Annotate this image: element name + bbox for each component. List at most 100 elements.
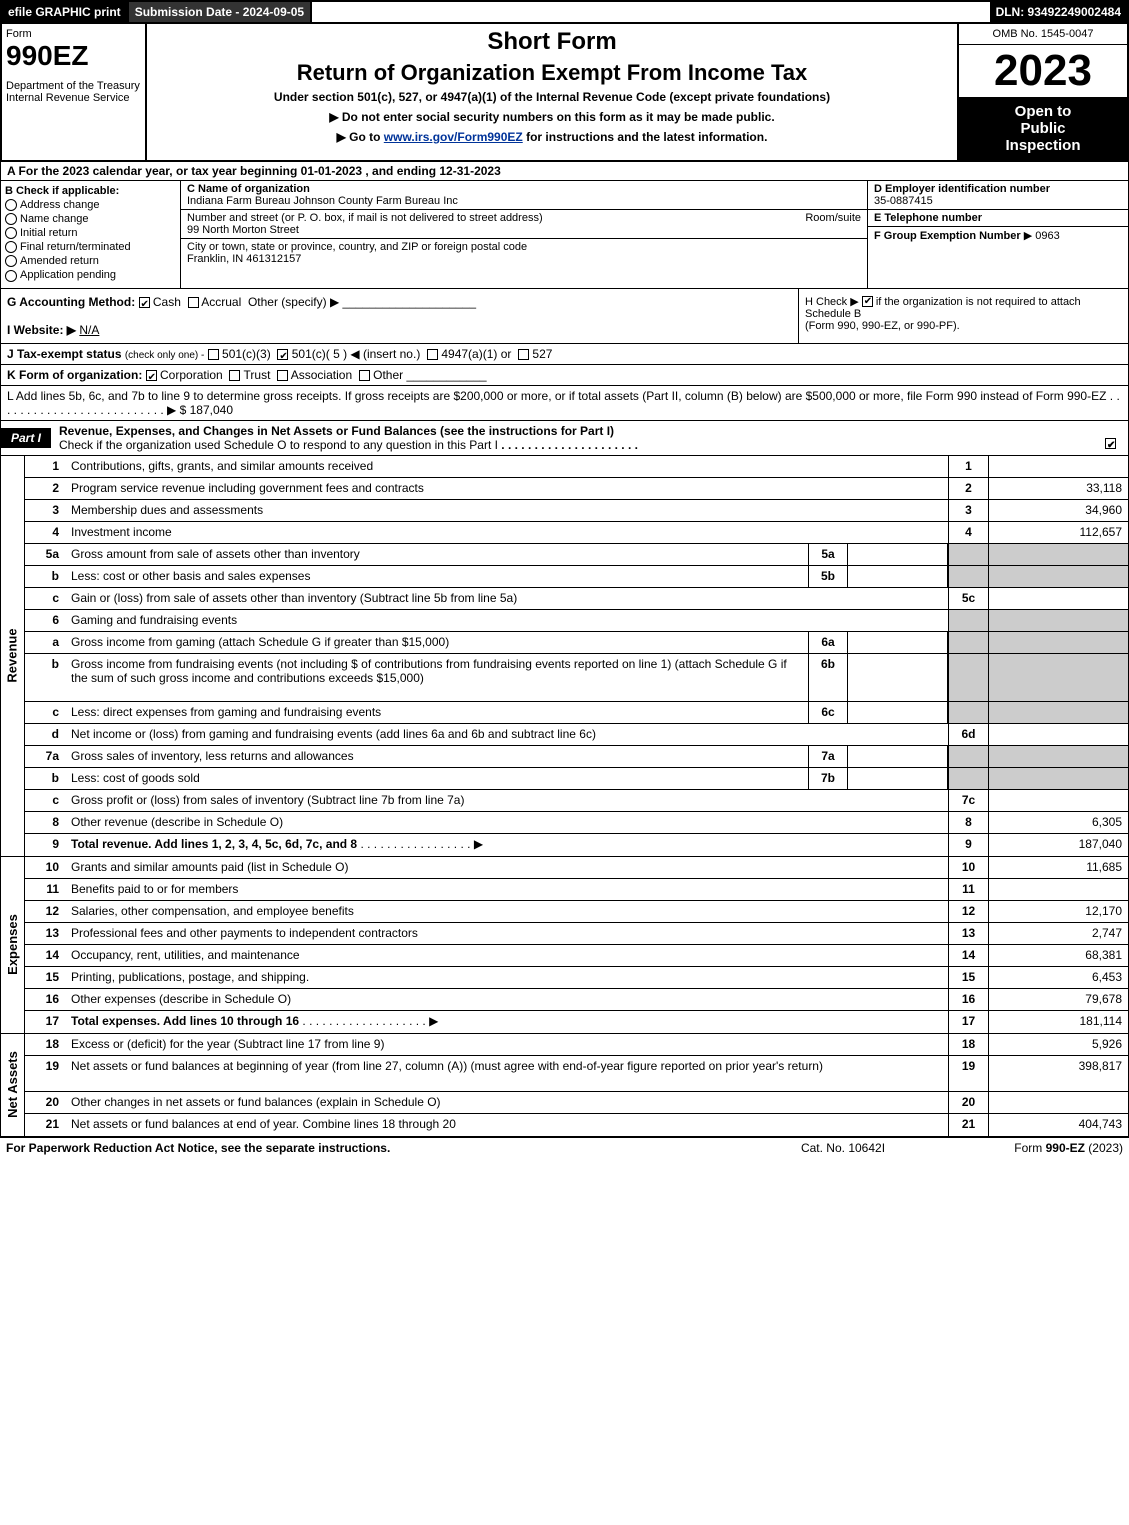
inspect-l1: Open to xyxy=(963,103,1123,120)
ln8-code: 8 xyxy=(948,812,988,833)
ln20-txt: Other changes in net assets or fund bala… xyxy=(65,1092,948,1113)
ln16-txt: Other expenses (describe in Schedule O) xyxy=(65,989,948,1010)
ln4-val: 112,657 xyxy=(988,522,1128,543)
ln7a-val xyxy=(988,746,1128,767)
ln19-code: 19 xyxy=(948,1056,988,1091)
open-inspection: Open to Public Inspection xyxy=(959,97,1127,160)
chk-amended-return[interactable]: Amended return xyxy=(5,255,176,267)
ln6a-code xyxy=(948,632,988,653)
ln1-txt: Contributions, gifts, grants, and simila… xyxy=(65,456,948,477)
ln7b-subval xyxy=(848,768,948,789)
chk-schedule-b[interactable] xyxy=(862,296,873,307)
ln10-code: 10 xyxy=(948,857,988,878)
ln8-val: 6,305 xyxy=(988,812,1128,833)
ln14-code: 14 xyxy=(948,945,988,966)
chk-accrual[interactable] xyxy=(188,297,199,308)
ln6a-sub: 6a xyxy=(808,632,848,653)
group-exemption-value: 0963 xyxy=(1035,230,1059,242)
chk-name-change[interactable]: Name change xyxy=(5,213,176,225)
dept-treasury: Department of the Treasury xyxy=(6,80,141,92)
ln18-num: 18 xyxy=(25,1034,65,1055)
chk-application-pending[interactable]: Application pending xyxy=(5,269,176,281)
ln5a-val xyxy=(988,544,1128,565)
ln17-code: 17 xyxy=(948,1011,988,1033)
ln7a-code xyxy=(948,746,988,767)
cash-label: Cash xyxy=(153,295,181,309)
submission-date: Submission Date - 2024-09-05 xyxy=(129,2,312,22)
ln7a-txt: Gross sales of inventory, less returns a… xyxy=(65,746,808,767)
ln20-val xyxy=(988,1092,1128,1113)
part-i-header: Part I Revenue, Expenses, and Changes in… xyxy=(0,421,1129,456)
chk-address-change[interactable]: Address change xyxy=(5,199,176,211)
chk-initial-return-label: Initial return xyxy=(20,227,77,239)
expenses-lines: 10Grants and similar amounts paid (list … xyxy=(25,857,1128,1033)
form-header: Form 990EZ Department of the Treasury In… xyxy=(0,24,1129,162)
ln6d-code: 6d xyxy=(948,724,988,745)
efile-print[interactable]: efile GRAPHIC print xyxy=(2,2,129,22)
ln7b-sub: 7b xyxy=(808,768,848,789)
ln5b-subval xyxy=(848,566,948,587)
part-i-label: Part I xyxy=(1,428,51,448)
j-label: J Tax-exempt status xyxy=(7,347,122,361)
expenses-section: Expenses 10Grants and similar amounts pa… xyxy=(0,857,1129,1034)
chk-amended-return-label: Amended return xyxy=(20,255,99,267)
ln5a-code xyxy=(948,544,988,565)
chk-cash[interactable] xyxy=(139,297,150,308)
ln6b-val xyxy=(988,654,1128,701)
irs-link[interactable]: www.irs.gov/Form990EZ xyxy=(384,130,523,144)
ln11-val xyxy=(988,879,1128,900)
ln4-num: 4 xyxy=(25,522,65,543)
form-number: 990EZ xyxy=(6,40,141,72)
j-o4: 527 xyxy=(532,347,552,361)
ln2-code: 2 xyxy=(948,478,988,499)
ln12-num: 12 xyxy=(25,901,65,922)
f-label: F Group Exemption Number xyxy=(874,230,1021,242)
chk-final-return[interactable]: Final return/terminated xyxy=(5,241,176,253)
chk-name-change-label: Name change xyxy=(20,213,89,225)
inspect-l2: Public xyxy=(963,120,1123,137)
chk-schedule-o[interactable] xyxy=(1105,438,1116,449)
chk-527[interactable] xyxy=(518,349,529,360)
ln6c-code xyxy=(948,702,988,723)
ln3-txt: Membership dues and assessments xyxy=(65,500,948,521)
chk-501c[interactable] xyxy=(277,349,288,360)
chk-501c3[interactable] xyxy=(208,349,219,360)
chk-trust[interactable] xyxy=(229,370,240,381)
ln19-num: 19 xyxy=(25,1056,65,1091)
ln15-txt: Printing, publications, postage, and shi… xyxy=(65,967,948,988)
ln17-val: 181,114 xyxy=(988,1011,1128,1033)
ln3-num: 3 xyxy=(25,500,65,521)
netassets-side-label: Net Assets xyxy=(1,1034,25,1136)
ln5a-subval xyxy=(848,544,948,565)
chk-address-change-label: Address change xyxy=(20,199,100,211)
expenses-side-label: Expenses xyxy=(1,857,25,1033)
g-label: G Accounting Method: xyxy=(7,295,135,309)
ln17-num: 17 xyxy=(25,1011,65,1033)
ln6-txt: Gaming and fundraising events xyxy=(65,610,948,631)
ln3-val: 34,960 xyxy=(988,500,1128,521)
ln7b-txt: Less: cost of goods sold xyxy=(65,768,808,789)
ln6a-val xyxy=(988,632,1128,653)
j-o3: 4947(a)(1) or xyxy=(441,347,511,361)
col-def: D Employer identification number 35-0887… xyxy=(868,181,1128,288)
ln6c-num: c xyxy=(25,702,65,723)
ln7b-val xyxy=(988,768,1128,789)
chk-4947[interactable] xyxy=(427,349,438,360)
ln7a-subval xyxy=(848,746,948,767)
ln7a-num: 7a xyxy=(25,746,65,767)
footer-left: For Paperwork Reduction Act Notice, see … xyxy=(6,1141,743,1155)
ln7c-code: 7c xyxy=(948,790,988,811)
revenue-lines: 1Contributions, gifts, grants, and simil… xyxy=(25,456,1128,856)
chk-corp[interactable] xyxy=(146,370,157,381)
header-left: Form 990EZ Department of the Treasury In… xyxy=(2,24,147,160)
chk-initial-return[interactable]: Initial return xyxy=(5,227,176,239)
chk-assoc[interactable] xyxy=(277,370,288,381)
ln14-txt: Occupancy, rent, utilities, and maintena… xyxy=(65,945,948,966)
other-label: Other (specify) ▶ xyxy=(248,295,339,309)
chk-other-org[interactable] xyxy=(359,370,370,381)
ln13-txt: Professional fees and other payments to … xyxy=(65,923,948,944)
ln7c-val xyxy=(988,790,1128,811)
ln6b-subval xyxy=(848,654,948,701)
i-label: I Website: ▶ xyxy=(7,323,76,337)
ln5b-sub: 5b xyxy=(808,566,848,587)
